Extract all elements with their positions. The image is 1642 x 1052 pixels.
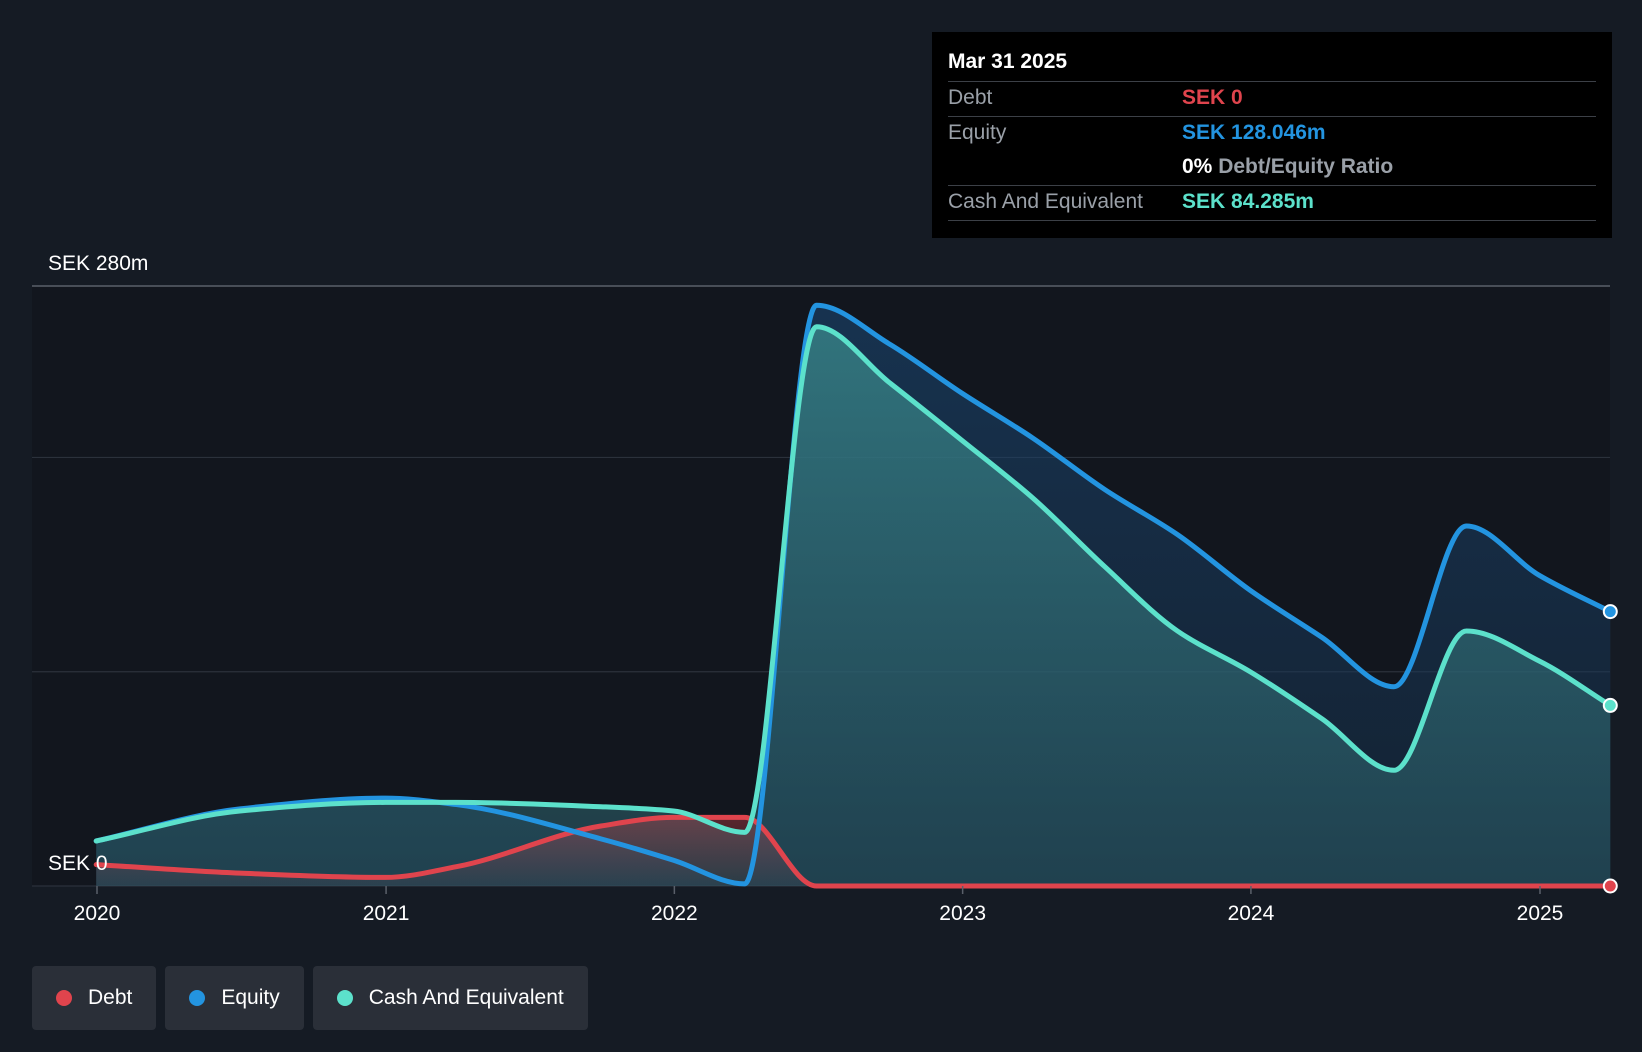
tooltip-date: Mar 31 2025	[948, 46, 1596, 82]
legend-item-cash[interactable]: Cash And Equivalent	[312, 966, 588, 1030]
y-axis-min-label: SEK 0	[48, 852, 108, 875]
legend-dot-equity	[189, 990, 206, 1006]
tooltip-equity-value: SEK 128.046m	[1182, 121, 1326, 144]
y-axis-max-label: SEK 280m	[48, 252, 148, 275]
line-debt	[93, 814, 1613, 889]
x-tick-label-2021: 2021	[363, 902, 410, 925]
tooltip-row-cash: Cash And Equivalent SEK 84.285m	[948, 186, 1596, 221]
legend-item-equity[interactable]: Equity	[165, 966, 304, 1030]
legend-label-equity: Equity	[221, 986, 280, 1009]
tooltip-ratio-label: Debt/Equity Ratio	[1218, 155, 1394, 178]
tooltip-debt-value: SEK 0	[1182, 86, 1243, 109]
tooltip-row-ratio: 0% Debt/Equity Ratio	[948, 151, 1596, 186]
tooltip-cash-label: Cash And Equivalent	[948, 190, 1143, 213]
x-tick-label-2020: 2020	[74, 902, 121, 925]
legend-label-debt: Debt	[88, 986, 133, 1009]
x-tick-label-2022: 2022	[651, 902, 698, 925]
tooltip-row-debt: Debt SEK 0	[948, 82, 1596, 117]
line-cash-and-equivalent	[93, 324, 1613, 844]
tooltip-cash-value: SEK 84.285m	[1182, 190, 1314, 213]
x-tick-label-2025: 2025	[1517, 902, 1564, 925]
tooltip-debt-label: Debt	[948, 86, 993, 109]
tooltip-ratio: 0% Debt/Equity Ratio	[1182, 151, 1393, 185]
area-cash-and-equivalent	[96, 326, 1611, 886]
legend-dot-debt	[56, 990, 72, 1006]
tooltip: Mar 31 2025 Debt SEK 0 Equity SEK 128.04…	[932, 32, 1612, 238]
legend: Debt Equity Cash And Equivalent	[32, 966, 588, 1030]
point-equity-18	[1602, 604, 1618, 620]
x-tick-label-2024: 2024	[1228, 902, 1275, 925]
tooltip-ratio-percent: 0%	[1182, 155, 1213, 178]
legend-dot-cash	[336, 990, 353, 1006]
point-debt-11	[1602, 878, 1618, 894]
tooltip-equity-label: Equity	[948, 121, 1007, 144]
area-debt	[96, 817, 1611, 886]
x-tick-label-2023: 2023	[939, 902, 986, 925]
point-cash-and-equivalent-18	[1602, 697, 1618, 713]
tooltip-row-equity: Equity SEK 128.046m	[948, 117, 1596, 151]
legend-label-cash: Cash And Equivalent	[368, 986, 564, 1009]
legend-item-debt[interactable]: Debt	[32, 966, 157, 1030]
